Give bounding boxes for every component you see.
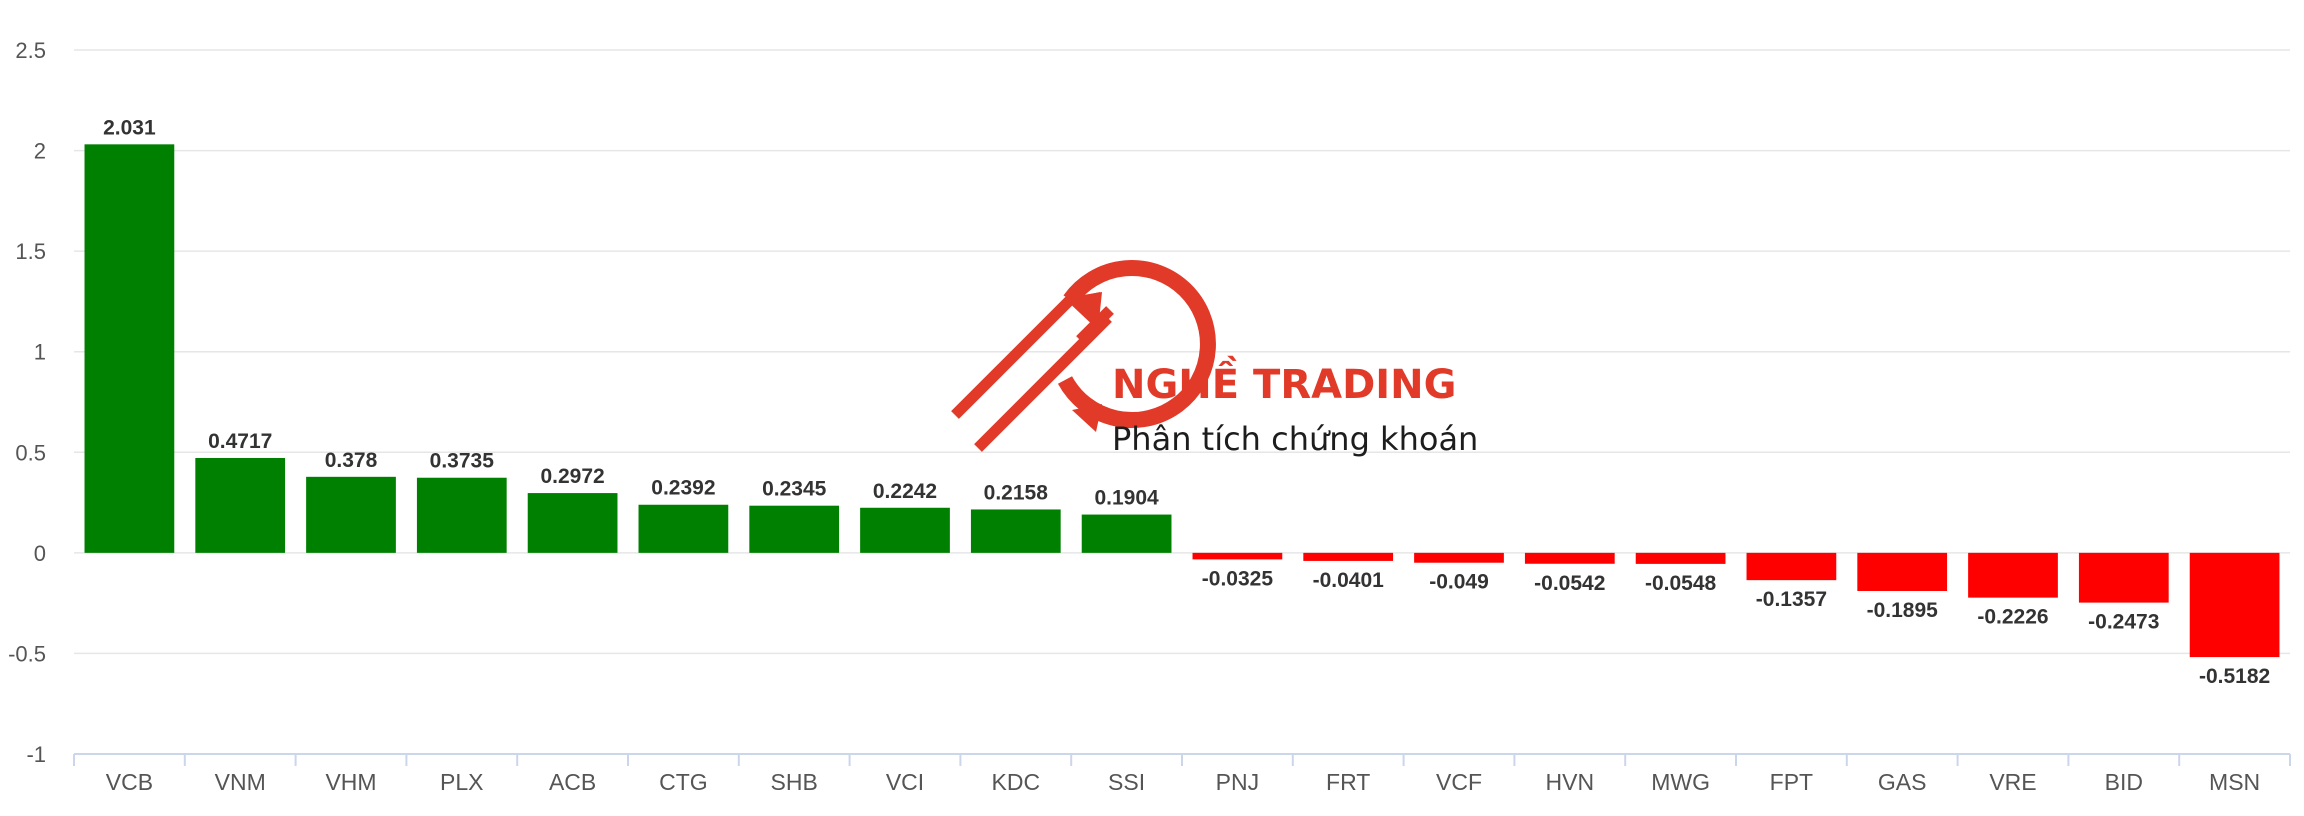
data-label: -0.2473: [2088, 611, 2159, 634]
data-label: -0.0542: [1534, 572, 1605, 595]
x-category-label: FRT: [1326, 769, 1370, 795]
bar-fpt: [1746, 552, 1837, 581]
data-label: 2.031: [103, 116, 156, 139]
bar-vre: [1968, 552, 2058, 598]
bar-vci: [860, 507, 950, 553]
x-category-label: VNM: [215, 769, 266, 795]
x-category-label: SSI: [1108, 769, 1145, 795]
y-tick-label: 0: [34, 541, 46, 566]
data-label: 0.378: [325, 449, 378, 472]
logo-mark-icon: [951, 260, 1216, 452]
x-category-label: PLX: [440, 769, 483, 795]
bar-mwg: [1635, 552, 1726, 564]
x-category-label: VCB: [106, 769, 153, 795]
x-category-label: HVN: [1546, 769, 1595, 795]
data-label: 0.2392: [651, 477, 715, 500]
x-category-label: FPT: [1770, 769, 1813, 795]
x-category-label: KDC: [992, 769, 1041, 795]
y-axis-tick-labels: 2.5 2 1.5 1 0.5 0 -0.5 -1: [8, 38, 46, 767]
bar-msn: [2189, 552, 2280, 658]
data-labels: 2.031 0.4717 0.378 0.3735 0.2972 0.2392 0.2345…: [103, 116, 2270, 688]
x-category-label: MSN: [2209, 769, 2260, 795]
x-category-label: MWG: [1651, 769, 1710, 795]
data-label: -0.2226: [1977, 606, 2048, 629]
bar-vhm: [306, 476, 396, 553]
bar-plx: [416, 477, 507, 553]
data-label: 0.2972: [540, 465, 604, 488]
x-axis: VCB VNM VHM PLX ACB CTG SHB VCI KDC SSI PNJ FRT VCF H…: [73, 753, 2291, 795]
data-label: -0.5182: [2199, 665, 2270, 688]
bar-shb: [749, 505, 840, 553]
y-tick-label: 1.5: [15, 239, 46, 264]
bar-frt: [1303, 552, 1394, 561]
y-tick-label: 2.5: [15, 38, 46, 63]
x-category-label: VHM: [325, 769, 376, 795]
bar-vcf: [1414, 552, 1504, 563]
data-label: -0.1357: [1756, 588, 1827, 611]
logo-subtitle: Phân tích chứng khoán: [1112, 420, 1478, 458]
y-tick-label: -0.5: [8, 641, 46, 666]
data-label: -0.0325: [1202, 567, 1274, 590]
data-label: 0.2158: [984, 481, 1049, 504]
bar-gas: [1857, 552, 1948, 591]
bar-vcb: [84, 144, 175, 553]
bar-pnj: [1192, 552, 1283, 560]
bar-hvn: [1524, 552, 1615, 564]
x-category-label: VRE: [1989, 769, 2036, 795]
data-label: 0.3735: [430, 450, 495, 473]
bar-ssi: [1081, 514, 1172, 553]
bar-kdc: [970, 509, 1061, 553]
x-category-label: SHB: [771, 769, 818, 795]
x-category-label: VCI: [886, 769, 924, 795]
y-tick-label: 1: [34, 340, 46, 365]
data-label: 0.2242: [873, 480, 937, 503]
data-label: -0.049: [1429, 571, 1489, 594]
bars: [84, 144, 2280, 658]
x-category-label: GAS: [1878, 769, 1927, 795]
data-label: 0.4717: [208, 430, 272, 453]
x-category-label: CTG: [659, 769, 708, 795]
x-category-label: ACB: [549, 769, 596, 795]
y-tick-label: 2: [34, 139, 46, 164]
x-category-label: VCF: [1436, 769, 1482, 795]
data-label: 0.1904: [1094, 487, 1159, 510]
x-category-label: PNJ: [1216, 769, 1259, 795]
y-tick-label: -1: [26, 742, 46, 767]
watermark-logo: NGHỀ TRADING Phân tích chứng khoán: [951, 260, 1478, 458]
bar-bid: [2078, 552, 2169, 603]
bar-vnm: [195, 457, 286, 553]
x-category-label: BID: [2105, 769, 2143, 795]
data-label: -0.0548: [1645, 572, 1717, 595]
data-label: -0.0401: [1313, 569, 1385, 592]
gridlines: [74, 49, 2290, 655]
y-tick-label: 0.5: [15, 440, 46, 465]
bar-ctg: [638, 504, 729, 553]
bar-acb: [527, 493, 618, 553]
data-label: -0.1895: [1867, 599, 1939, 622]
data-label: 0.2345: [762, 478, 827, 501]
logo-title: NGHỀ TRADING: [1112, 354, 1456, 408]
